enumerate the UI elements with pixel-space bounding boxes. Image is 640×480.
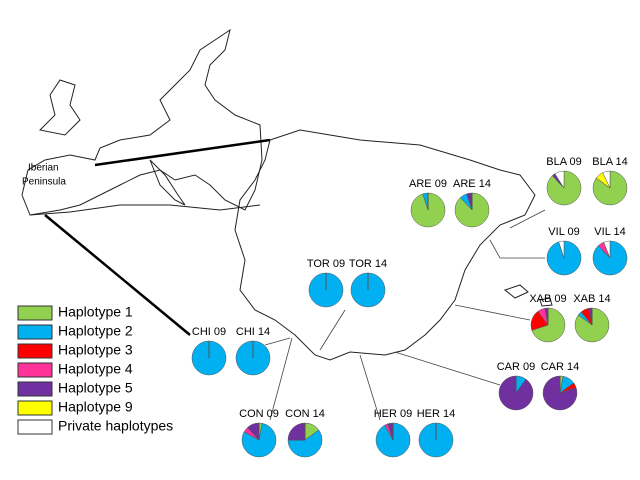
site-pie: XAB 14 xyxy=(573,293,611,343)
site-label: VIL 09 xyxy=(548,226,579,238)
pie-slice xyxy=(558,240,565,259)
site-pie: BLA 09 xyxy=(546,156,582,206)
site-label: TOR 14 xyxy=(349,258,387,270)
legend-swatch xyxy=(17,343,53,359)
site-pie: CAR 14 xyxy=(541,361,580,411)
site-label: HER 14 xyxy=(417,408,456,420)
site-label: ARE 09 xyxy=(409,178,447,190)
legend-label: Haplotype 5 xyxy=(58,380,133,396)
legend-swatch xyxy=(17,381,53,397)
legend-swatch xyxy=(17,400,53,416)
iberia-outline xyxy=(234,129,536,361)
site-label: CON 14 xyxy=(285,408,325,420)
africa-coast xyxy=(29,204,261,216)
legend-label: Haplotype 1 xyxy=(58,304,133,320)
site-label: HER 09 xyxy=(374,408,413,420)
legend-label: Haplotype 2 xyxy=(58,323,133,339)
pie-slice xyxy=(554,170,565,189)
pie-slice xyxy=(603,240,611,259)
site-pie: CHI 14 xyxy=(235,326,271,376)
site-label: TOR 09 xyxy=(307,258,345,270)
legend: Haplotype 1 Haplotype 2 Haplotype 3 Haploty… xyxy=(17,304,173,435)
site-label: BLA 09 xyxy=(546,156,581,168)
site-pie: TOR 14 xyxy=(349,258,387,308)
site-label: ARE 14 xyxy=(453,178,491,190)
europe-outline xyxy=(21,28,263,216)
site-label: CAR 09 xyxy=(497,361,536,373)
europe-inset xyxy=(21,28,263,216)
inset-label: Iberian xyxy=(28,163,59,174)
site-pie: XAB 09 xyxy=(529,293,567,343)
inset-label: Peninsula xyxy=(22,177,66,188)
site-pie: CON 14 xyxy=(285,408,325,458)
site-label: CHI 09 xyxy=(192,326,226,338)
site-pie: TOR 09 xyxy=(307,258,345,308)
site-pie: HER 09 xyxy=(374,408,413,458)
site-pie: CON 09 xyxy=(239,408,279,458)
site-pie: HER 14 xyxy=(417,408,456,458)
site-label: XAB 09 xyxy=(529,293,566,305)
legend-label: Haplotype 9 xyxy=(58,399,133,415)
site-pie: CAR 09 xyxy=(497,361,536,411)
legend-label: Private haplotypes xyxy=(58,418,173,434)
site-label: CHI 14 xyxy=(236,326,270,338)
site-pie: VIL 14 xyxy=(592,226,628,276)
site-pie: CHI 09 xyxy=(191,326,227,376)
legend-label: Haplotype 4 xyxy=(58,361,133,377)
pie-slice xyxy=(287,429,323,458)
site-label: CAR 14 xyxy=(541,361,580,373)
site-label: CON 09 xyxy=(239,408,279,420)
legend-swatch xyxy=(17,419,53,435)
site-pie: VIL 09 xyxy=(546,226,582,276)
site-label: BLA 14 xyxy=(592,156,627,168)
britain xyxy=(38,79,81,136)
legend-swatch xyxy=(17,305,53,321)
leader-lines xyxy=(264,209,546,421)
site-pie: ARE 14 xyxy=(453,178,491,228)
pie-slice xyxy=(287,422,306,441)
italy xyxy=(149,159,186,206)
legend-label: Haplotype 3 xyxy=(58,342,133,358)
site-pie: BLA 14 xyxy=(592,156,628,206)
zoom-line xyxy=(44,214,191,336)
legend-swatch xyxy=(17,324,53,340)
legend-swatch xyxy=(17,362,53,378)
pie-charts: ARE 09 ARE 14 BLA 09 BLA 14 VIL 09 VIL 14 XAB … xyxy=(191,156,628,458)
pie-slice xyxy=(531,307,566,343)
site-label: VIL 14 xyxy=(594,226,625,238)
site-label: XAB 14 xyxy=(573,293,610,305)
zoom-line xyxy=(94,138,271,167)
balearics xyxy=(503,284,553,307)
site-pie: ARE 09 xyxy=(409,178,447,228)
pie-slice xyxy=(602,170,611,189)
